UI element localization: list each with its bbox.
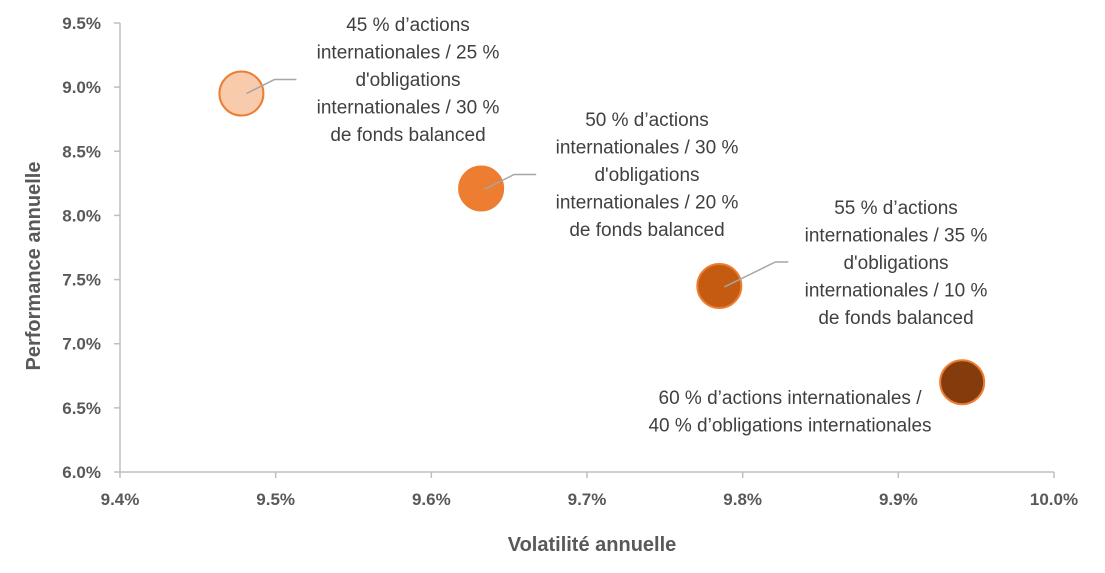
y-tick-label: 6.0% bbox=[62, 463, 101, 482]
data-label-line: d'obligations bbox=[594, 165, 699, 186]
bubble-point bbox=[458, 165, 505, 212]
y-axis-title: Performance annuelle bbox=[23, 162, 45, 371]
x-tick-label: 9.4% bbox=[101, 490, 140, 509]
data-label-line: internationales / 20 % bbox=[556, 193, 739, 214]
bubble-point bbox=[696, 262, 743, 309]
data-label-line: de fonds balanced bbox=[330, 125, 485, 146]
x-tick-label: 9.9% bbox=[879, 490, 918, 509]
data-label-line: 55 % d’actions bbox=[834, 198, 958, 219]
y-tick-label: 8.0% bbox=[62, 206, 101, 225]
x-axis-title: Volatilité annuelle bbox=[508, 534, 677, 556]
x-tick-label: 9.6% bbox=[412, 490, 451, 509]
x-tick-label: 9.7% bbox=[568, 490, 607, 509]
x-tick-label: 10.0% bbox=[1030, 490, 1078, 509]
data-marks bbox=[218, 70, 986, 406]
data-label-line: 50 % d’actions bbox=[585, 110, 709, 131]
bubble-point bbox=[939, 359, 986, 406]
data-label-line: internationales / 35 % bbox=[805, 226, 988, 247]
data-label-line: 45 % d’actions bbox=[346, 15, 470, 36]
data-label-line: de fonds balanced bbox=[818, 308, 973, 329]
axes: 9.4% 9.5% 9.6% 9.7% 9.8% 9.9% 10.0% 6.0% 6.5% 7.0… bbox=[62, 14, 1078, 509]
y-tick-label: 9.0% bbox=[62, 78, 101, 97]
y-tick-label: 7.0% bbox=[62, 335, 101, 354]
y-tick-label: 9.5% bbox=[62, 14, 101, 33]
data-label-line: internationales / 30 % bbox=[317, 98, 500, 119]
data-labels: 45 % d’actions internationales / 25 % d'ob… bbox=[246, 15, 987, 437]
data-label-line: 60 % d’actions internationales / bbox=[659, 388, 923, 409]
leader-line bbox=[723, 261, 789, 288]
x-tick-label: 9.5% bbox=[256, 490, 295, 509]
x-tick-label: 9.8% bbox=[723, 490, 762, 509]
data-label-line: d'obligations bbox=[843, 253, 948, 274]
y-tick-label: 6.5% bbox=[62, 399, 101, 418]
leader-line bbox=[246, 78, 297, 95]
data-label-line: 40 % d’obligations internationales bbox=[648, 416, 931, 437]
bubble-point bbox=[218, 70, 265, 117]
y-tick-label: 8.5% bbox=[62, 142, 101, 161]
data-label-line: internationales / 10 % bbox=[805, 281, 988, 302]
data-label-line: de fonds balanced bbox=[569, 220, 724, 241]
y-tick-label: 7.5% bbox=[62, 271, 101, 290]
data-label-line: internationales / 25 % bbox=[317, 43, 500, 64]
leader-line bbox=[483, 173, 537, 191]
data-label-line: d'obligations bbox=[355, 70, 460, 91]
data-label-line: internationales / 30 % bbox=[556, 138, 739, 159]
